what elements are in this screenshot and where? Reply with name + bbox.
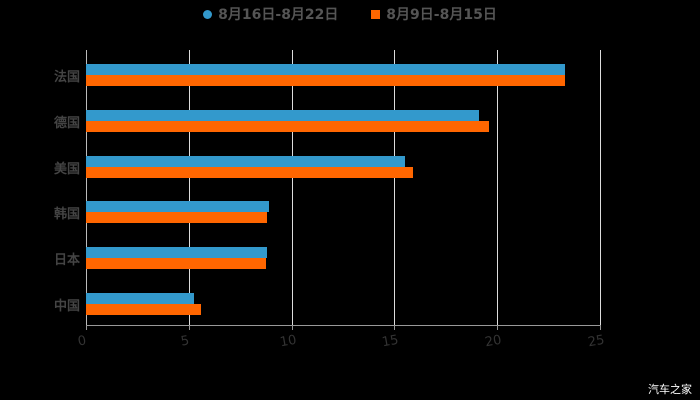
bar-series-2[interactable] — [86, 304, 202, 316]
y-category-label: 美国 — [53, 161, 80, 177]
legend-item-series-1[interactable]: 8月16日-8月22日 — [203, 4, 338, 24]
gridline — [291, 50, 293, 325]
x-tick-mark — [291, 325, 293, 330]
gridline — [497, 50, 499, 325]
x-tick-mark — [86, 325, 87, 330]
bar-series-1[interactable] — [86, 155, 405, 167]
gridline — [188, 50, 190, 325]
x-tick-mark — [600, 325, 601, 330]
x-tick-label: 25 — [586, 332, 606, 351]
x-tick-label: 15 — [381, 332, 401, 351]
gridline — [600, 50, 601, 325]
bar-series-2[interactable] — [86, 120, 489, 132]
bar-series-2[interactable] — [86, 166, 413, 178]
chart-legend: 8月16日-8月22日 8月9日-8月15日 — [0, 4, 700, 24]
x-tick-mark — [394, 325, 396, 330]
y-category-label: 韩国 — [53, 207, 80, 223]
x-tick-mark — [188, 325, 190, 330]
watermark: 汽车之家 — [648, 383, 692, 396]
x-tick-mark — [497, 325, 499, 330]
legend-item-series-2[interactable]: 8月9日-8月15日 — [371, 4, 497, 24]
gridline — [86, 50, 87, 325]
x-tick-label: 10 — [278, 332, 298, 351]
bar-series-2[interactable] — [86, 258, 266, 270]
x-tick-label: 0 — [76, 333, 88, 350]
bar-series-1[interactable] — [86, 109, 479, 121]
legend-label-series-2: 8月9日-8月15日 — [386, 7, 497, 23]
x-tick-label: 5 — [179, 333, 191, 350]
x-axis-line — [86, 325, 600, 326]
y-category-label: 中国 — [53, 299, 80, 315]
legend-label-series-1: 8月16日-8月22日 — [218, 7, 339, 23]
bar-series-1[interactable] — [86, 63, 566, 75]
bar-series-1[interactable] — [86, 293, 194, 305]
bar-series-2[interactable] — [86, 74, 566, 86]
y-category-label: 德国 — [53, 115, 80, 131]
y-category-label: 日本 — [53, 253, 80, 269]
x-tick-label: 20 — [484, 332, 503, 351]
legend-marker-series-1 — [203, 9, 213, 19]
bar-series-1[interactable] — [86, 247, 267, 259]
bar-series-2[interactable] — [86, 212, 267, 224]
legend-marker-series-2 — [371, 9, 381, 19]
gridline — [394, 50, 396, 325]
y-category-label: 法国 — [53, 69, 80, 85]
bar-series-1[interactable] — [86, 201, 269, 213]
